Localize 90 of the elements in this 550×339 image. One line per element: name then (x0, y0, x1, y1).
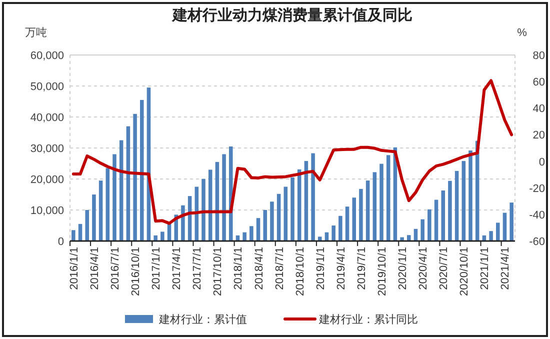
y2-tick-label: 80 (532, 50, 545, 62)
y-tick-label: 30,000 (30, 143, 64, 155)
y2-tick-label: -40 (529, 209, 545, 222)
bar (441, 190, 445, 241)
bar (318, 236, 322, 241)
bar (366, 180, 370, 241)
bar (140, 100, 144, 241)
x-tick-label: 2017/1/1 (150, 247, 163, 290)
bar (290, 177, 294, 241)
bar (263, 210, 267, 241)
x-tick-label: 2018/10/1 (294, 247, 306, 296)
bar (126, 126, 130, 241)
bar (154, 235, 158, 241)
bar (160, 232, 164, 241)
y2-tick-label: -20 (529, 182, 545, 195)
x-tick-label: 2018/4/1 (253, 247, 266, 290)
bar (496, 222, 500, 241)
bar (256, 218, 260, 241)
bar (420, 219, 424, 241)
x-tick-label: 2019/4/1 (335, 247, 348, 290)
y-tick-label: 0 (58, 236, 64, 248)
bar (489, 231, 493, 241)
bar (448, 180, 452, 241)
y2-tick-label: 20 (532, 130, 545, 142)
bar (242, 232, 246, 241)
x-tick-label: 2019/1/1 (314, 247, 327, 290)
bar (338, 216, 342, 241)
y-axis-title: 万吨 (25, 26, 47, 39)
y-tick-label: 40,000 (30, 112, 64, 124)
bar (502, 212, 507, 241)
x-tick-label: 2019/7/1 (356, 247, 368, 290)
bar (202, 179, 206, 241)
bar (133, 114, 137, 241)
x-tick-label: 2021/4/1 (500, 247, 512, 290)
bar (372, 172, 377, 241)
x-tick-label: 2021/1/1 (479, 247, 492, 290)
bar (98, 180, 103, 241)
bar (468, 150, 472, 241)
bar (270, 202, 274, 241)
y2-tick-label: -60 (529, 236, 545, 248)
bar (284, 186, 288, 241)
bar (72, 230, 76, 241)
x-tick-label: 2016/4/1 (88, 247, 101, 290)
line-series (72, 79, 514, 225)
x-tick-label: 2020/4/1 (418, 247, 430, 290)
bar (276, 194, 281, 241)
bar (380, 164, 384, 241)
bar (78, 224, 82, 241)
x-tick-label: 2017/7/1 (192, 247, 204, 290)
x-tick-label: 2019/10/1 (376, 247, 388, 296)
bar (222, 154, 226, 241)
y2-tick-label: 0 (538, 156, 545, 168)
y-tick-label: 60,000 (30, 50, 64, 62)
y-tick-label: 50,000 (30, 81, 64, 93)
x-tick-label: 2016/1/1 (68, 247, 80, 290)
y2-tick-label: 60 (532, 76, 545, 89)
x-tick-label: 2016/10/1 (130, 247, 142, 296)
bar (85, 210, 89, 241)
x-tick-label: 2020/10/1 (458, 247, 471, 296)
bar (106, 168, 110, 241)
x-tick-label: 2020/1/1 (397, 247, 410, 290)
bar (428, 209, 432, 241)
bar (352, 198, 356, 241)
bar (434, 200, 438, 241)
chart-title: 建材行业动力煤消费量累计值及同比 (172, 7, 412, 24)
bar (454, 170, 459, 241)
x-tick-label: 2018/1/1 (232, 247, 245, 290)
y2-axis-title: % (517, 27, 528, 39)
bar (332, 226, 336, 241)
bar (510, 202, 514, 241)
y-tick-label: 20,000 (30, 174, 64, 186)
legend-label: 建材行业：累计值 (158, 313, 247, 326)
bar (345, 206, 350, 241)
x-tick-label: 2020/7/1 (438, 247, 450, 290)
legend-label: 建材行业：累计同比 (318, 313, 418, 326)
bar (407, 235, 411, 241)
y2-tick-label: 40 (532, 103, 545, 116)
x-tick-label: 2016/7/1 (110, 247, 122, 290)
x-tick-label: 2017/4/1 (171, 247, 184, 290)
bar (112, 154, 116, 241)
bar (386, 155, 390, 241)
bar (462, 161, 466, 241)
bar (311, 153, 315, 241)
bar (250, 226, 254, 241)
x-tick-label: 2017/10/1 (212, 247, 224, 296)
x-tick-label: 2018/7/1 (274, 247, 286, 290)
bar (181, 205, 185, 241)
y-tick-label: 10,000 (30, 205, 64, 217)
bar (359, 188, 363, 241)
bar (92, 194, 96, 241)
